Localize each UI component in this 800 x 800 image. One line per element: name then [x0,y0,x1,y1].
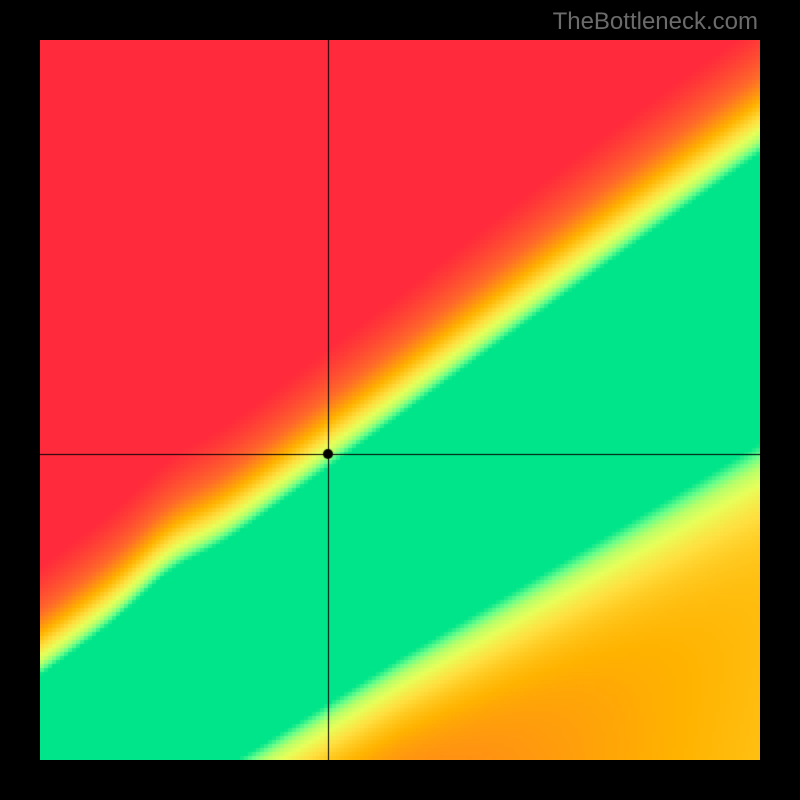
bottleneck-heatmap [40,40,760,760]
watermark-text: TheBottleneck.com [553,8,758,36]
